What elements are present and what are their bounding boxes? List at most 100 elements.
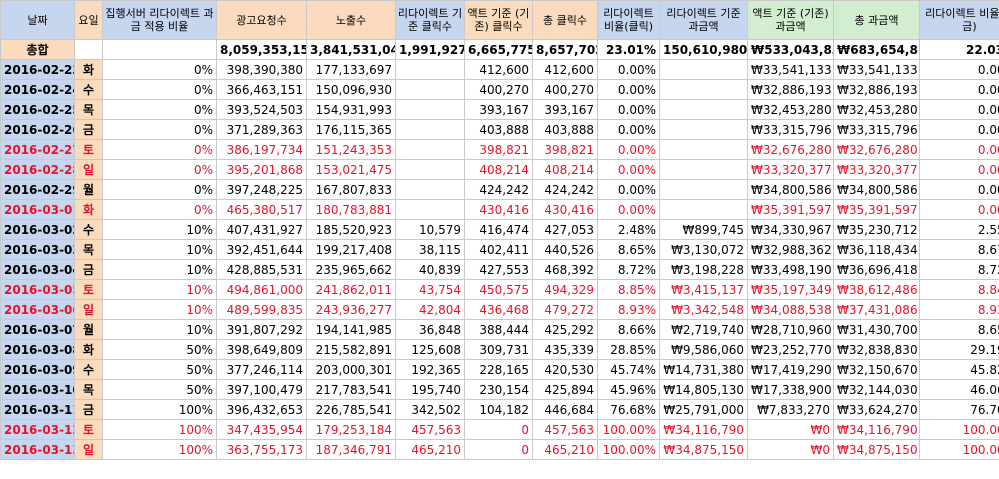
act-clicks-cell[interactable]: 430,416	[464, 199, 533, 220]
redirect-rate-cell[interactable]: 0%	[102, 199, 217, 220]
date-cell[interactable]: 2016-02-23	[0, 59, 75, 80]
total-cell[interactable]: 150,610,980	[659, 39, 748, 60]
date-cell[interactable]: 2016-03-04	[0, 259, 75, 280]
weekday-cell[interactable]: 일	[74, 439, 103, 460]
total-clicks-cell[interactable]: 400,270	[532, 79, 598, 100]
weekday-cell[interactable]: 수	[74, 79, 103, 100]
redirect-click-ratio-cell[interactable]: 0.00%	[597, 179, 660, 200]
redirect-billing-ratio-cell[interactable]: 8.67%	[919, 239, 999, 260]
act-billing-cell[interactable]: ₩0	[747, 419, 834, 440]
total-cell[interactable]	[102, 39, 217, 60]
total-billing-cell[interactable]: ₩37,431,086	[833, 299, 920, 320]
header-total-clicks[interactable]: 총 클릭수	[532, 0, 598, 40]
ad-requests-cell[interactable]: 494,861,000	[216, 279, 307, 300]
ad-requests-cell[interactable]: 391,807,292	[216, 319, 307, 340]
total-billing-cell[interactable]: ₩36,696,418	[833, 259, 920, 280]
act-clicks-cell[interactable]: 424,242	[464, 179, 533, 200]
redirect-rate-cell[interactable]: 0%	[102, 119, 217, 140]
redirect-rate-cell[interactable]: 0%	[102, 179, 217, 200]
date-cell[interactable]: 2016-03-06	[0, 299, 75, 320]
act-billing-cell[interactable]: ₩23,252,770	[747, 339, 834, 360]
redirect-rate-cell[interactable]: 0%	[102, 59, 217, 80]
redirect-billing-ratio-cell[interactable]: 0.00%	[919, 199, 999, 220]
total-billing-cell[interactable]: ₩34,116,790	[833, 419, 920, 440]
total-clicks-cell[interactable]: 468,392	[532, 259, 598, 280]
weekday-cell[interactable]: 목	[74, 379, 103, 400]
redirect-billing-cell[interactable]: ₩25,791,000	[659, 399, 748, 420]
act-clicks-cell[interactable]: 436,468	[464, 299, 533, 320]
impressions-cell[interactable]: 167,807,833	[306, 179, 396, 200]
redirect-rate-cell[interactable]: 100%	[102, 439, 217, 460]
redirect-billing-ratio-cell[interactable]: 100.00%	[919, 419, 999, 440]
redirect-billing-cell[interactable]	[659, 159, 748, 180]
redirect-billing-cell[interactable]	[659, 79, 748, 100]
impressions-cell[interactable]: 243,936,277	[306, 299, 396, 320]
redirect-billing-ratio-cell[interactable]: 0.00%	[919, 179, 999, 200]
total-billing-cell[interactable]: ₩32,676,280	[833, 139, 920, 160]
impressions-cell[interactable]: 203,000,301	[306, 359, 396, 380]
ad-requests-cell[interactable]: 397,100,479	[216, 379, 307, 400]
total-clicks-cell[interactable]: 440,526	[532, 239, 598, 260]
date-cell[interactable]: 2016-02-28	[0, 159, 75, 180]
ad-requests-cell[interactable]: 398,649,809	[216, 339, 307, 360]
total-billing-cell[interactable]: ₩32,886,193	[833, 79, 920, 100]
redirect-clicks-cell[interactable]: 125,608	[395, 339, 465, 360]
total-billing-cell[interactable]: ₩33,320,377	[833, 159, 920, 180]
weekday-cell[interactable]: 일	[74, 159, 103, 180]
date-cell[interactable]: 2016-03-03	[0, 239, 75, 260]
total-billing-cell[interactable]: ₩34,875,150	[833, 439, 920, 460]
redirect-clicks-cell[interactable]: 457,563	[395, 419, 465, 440]
total-cell[interactable]: 8,059,353,152	[216, 39, 307, 60]
redirect-billing-cell[interactable]	[659, 139, 748, 160]
redirect-rate-cell[interactable]: 10%	[102, 319, 217, 340]
total-clicks-cell[interactable]: 424,242	[532, 179, 598, 200]
header-act-clicks[interactable]: 액트 기준 (기존) 클릭수	[464, 0, 533, 40]
redirect-billing-ratio-cell[interactable]: 29.19%	[919, 339, 999, 360]
redirect-billing-ratio-cell[interactable]: 8.72%	[919, 259, 999, 280]
redirect-rate-cell[interactable]: 0%	[102, 79, 217, 100]
date-cell[interactable]: 2016-03-12	[0, 419, 75, 440]
act-clicks-cell[interactable]: 230,154	[464, 379, 533, 400]
redirect-click-ratio-cell[interactable]: 0.00%	[597, 59, 660, 80]
total-clicks-cell[interactable]: 425,894	[532, 379, 598, 400]
weekday-cell[interactable]: 화	[74, 59, 103, 80]
redirect-clicks-cell[interactable]	[395, 79, 465, 100]
act-clicks-cell[interactable]: 416,474	[464, 219, 533, 240]
act-billing-cell[interactable]: ₩17,419,290	[747, 359, 834, 380]
act-billing-cell[interactable]: ₩33,541,133	[747, 59, 834, 80]
total-billing-cell[interactable]: ₩33,315,796	[833, 119, 920, 140]
impressions-cell[interactable]: 153,021,475	[306, 159, 396, 180]
redirect-billing-ratio-cell[interactable]: 76.70%	[919, 399, 999, 420]
total-billing-cell[interactable]: ₩32,838,830	[833, 339, 920, 360]
date-cell[interactable]: 2016-02-27	[0, 139, 75, 160]
weekday-cell[interactable]: 월	[74, 319, 103, 340]
total-clicks-cell[interactable]: 479,272	[532, 299, 598, 320]
date-cell[interactable]: 2016-03-05	[0, 279, 75, 300]
redirect-billing-ratio-cell[interactable]: 2.55%	[919, 219, 999, 240]
act-billing-cell[interactable]: ₩35,197,349	[747, 279, 834, 300]
date-cell[interactable]: 2016-03-08	[0, 339, 75, 360]
ad-requests-cell[interactable]: 489,599,835	[216, 299, 307, 320]
total-billing-cell[interactable]: ₩31,430,700	[833, 319, 920, 340]
weekday-cell[interactable]: 토	[74, 279, 103, 300]
impressions-cell[interactable]: 215,582,891	[306, 339, 396, 360]
ad-requests-cell[interactable]: 397,248,225	[216, 179, 307, 200]
impressions-cell[interactable]: 194,141,985	[306, 319, 396, 340]
impressions-cell[interactable]: 185,520,923	[306, 219, 396, 240]
redirect-billing-cell[interactable]: ₩14,805,130	[659, 379, 748, 400]
redirect-billing-ratio-cell[interactable]: 100.00%	[919, 439, 999, 460]
redirect-billing-cell[interactable]	[659, 99, 748, 120]
act-billing-cell[interactable]: ₩28,710,960	[747, 319, 834, 340]
redirect-billing-cell[interactable]	[659, 59, 748, 80]
act-clicks-cell[interactable]: 104,182	[464, 399, 533, 420]
redirect-clicks-cell[interactable]	[395, 59, 465, 80]
total-cell[interactable]: 6,665,775	[464, 39, 533, 60]
act-billing-cell[interactable]: ₩34,330,967	[747, 219, 834, 240]
date-cell[interactable]: 2016-02-29	[0, 179, 75, 200]
weekday-cell[interactable]: 금	[74, 399, 103, 420]
redirect-rate-cell[interactable]: 50%	[102, 379, 217, 400]
header-redirect-rate[interactable]: 집행서버 리다이렉트 과금 적용 비율	[102, 0, 217, 40]
impressions-cell[interactable]: 176,115,365	[306, 119, 396, 140]
total-clicks-cell[interactable]: 465,210	[532, 439, 598, 460]
total-clicks-cell[interactable]: 427,053	[532, 219, 598, 240]
